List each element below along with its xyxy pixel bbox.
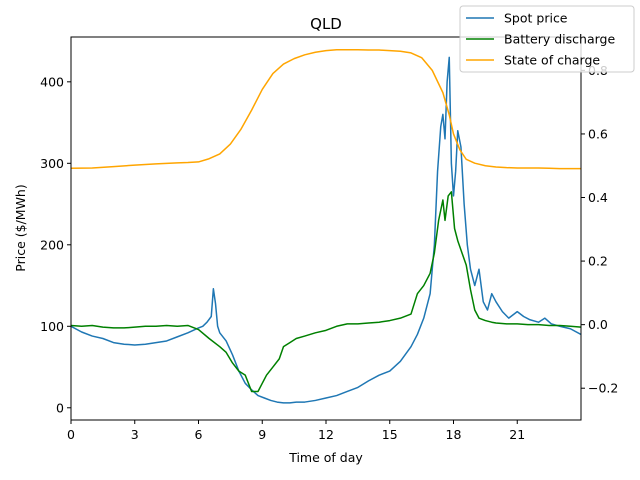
series-line-spot-price — [71, 56, 581, 404]
y2-tick-label: 0.2 — [588, 254, 608, 269]
y-tick-label: 200 — [40, 237, 64, 252]
x-tick-label: 6 — [195, 427, 203, 442]
series-layer — [71, 48, 581, 404]
y2-tick-label: 0.4 — [588, 190, 608, 205]
y-axis-left: 0 100 200 300 400 — [40, 74, 71, 415]
legend-label: Spot price — [504, 11, 568, 26]
y2-tick-label: 0.6 — [588, 126, 608, 141]
x-tick-label: 18 — [446, 427, 462, 442]
legend-box — [459, 5, 635, 73]
y2-tick-label: −0.2 — [588, 381, 618, 396]
y-tick-label: 400 — [40, 74, 64, 89]
legend: Spot price Battery discharge State of char… — [459, 5, 635, 73]
x-tick-label: 3 — [131, 427, 139, 442]
y-tick-label: 0 — [56, 400, 64, 415]
series-line-battery-discharge — [71, 191, 581, 393]
x-tick-label: 21 — [509, 427, 525, 442]
y-axis-label: Price ($/MWh) — [13, 184, 28, 271]
y-tick-label: 100 — [40, 319, 64, 334]
x-axis: 0 3 6 9 12 15 18 21 — [67, 420, 525, 442]
chart-title: QLD — [310, 15, 342, 33]
legend-label: State of charge — [504, 53, 600, 68]
y2-tick-label: 0.0 — [588, 317, 608, 332]
y-tick-label: 300 — [40, 156, 64, 171]
x-tick-label: 15 — [382, 427, 398, 442]
x-tick-label: 9 — [258, 427, 266, 442]
x-tick-label: 0 — [67, 427, 75, 442]
x-tick-label: 12 — [318, 427, 334, 442]
series-line-state-of-charge — [71, 48, 581, 170]
x-axis-label: Time of day — [288, 450, 363, 465]
legend-label: Battery discharge — [504, 32, 615, 47]
